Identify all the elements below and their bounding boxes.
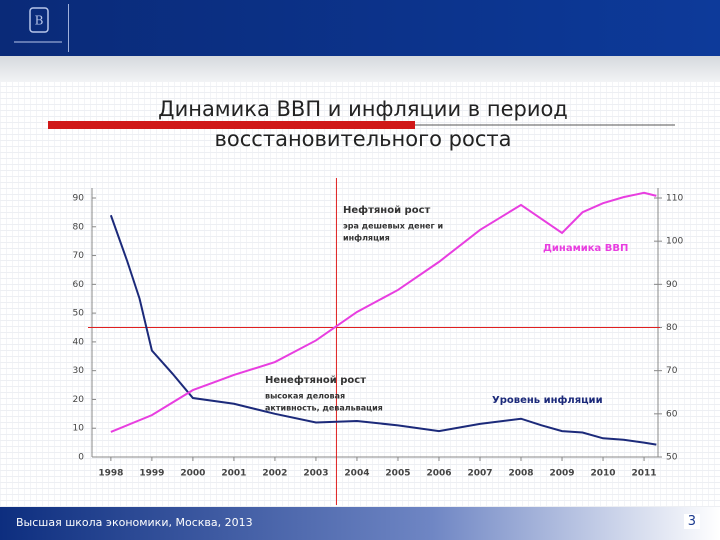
x-tick-label: 2004 [344, 469, 369, 479]
header-band [0, 56, 720, 82]
slide-title: Динамика ВВП и инфляции в период [158, 97, 568, 121]
slide-title: восстановительного роста [215, 127, 512, 151]
x-tick-label: 2007 [467, 469, 492, 479]
annotation: Ненефтяной рост [265, 374, 366, 386]
svg-text:В: В [35, 14, 44, 28]
y-tick-label: 60 [73, 280, 85, 290]
x-tick-label: 2000 [180, 469, 205, 479]
x-tick-label: 2001 [221, 469, 246, 479]
series-label: Динамика ВВП [543, 243, 628, 254]
y-tick-label: 30 [73, 366, 85, 376]
y2-tick-label: 100 [666, 237, 683, 247]
y-tick-label: 20 [73, 395, 85, 405]
y2-tick-label: 60 [666, 409, 678, 419]
y-tick-label: 0 [78, 453, 84, 463]
annotation: Нефтяной рост [343, 204, 431, 216]
y-tick-label: 80 [73, 222, 85, 232]
annotation: эра дешевых денег и [343, 222, 443, 231]
x-tick-label: 2006 [426, 469, 451, 479]
y2-tick-label: 50 [666, 453, 678, 463]
y-tick-label: 50 [73, 309, 85, 319]
x-tick-label: 2003 [303, 469, 328, 479]
background [0, 80, 720, 507]
x-tick-label: 1999 [139, 469, 164, 479]
x-tick-label: 2002 [262, 469, 287, 479]
chart: Динамика ВВП и инфляции в период восстан… [48, 97, 683, 505]
annotation: высокая деловая [265, 392, 345, 401]
page-number: 3 [683, 514, 700, 529]
title-accent [48, 121, 415, 129]
x-tick-label: 1998 [98, 469, 123, 479]
y2-tick-label: 90 [666, 280, 678, 290]
x-tick-label: 2008 [508, 469, 533, 479]
y-tick-label: 90 [73, 194, 85, 204]
header: В [0, 0, 720, 56]
footer: Высшая школа экономики, Москва, 2013 3 [0, 507, 720, 540]
y-tick-label: 70 [73, 251, 85, 261]
x-tick-label: 2005 [385, 469, 410, 479]
annotation: активность, девальвация [265, 404, 383, 413]
y-tick-label: 40 [73, 337, 85, 347]
y2-tick-label: 70 [666, 366, 678, 376]
annotation: инфляция [343, 234, 390, 243]
series-line [110, 191, 657, 433]
y2-tick-label: 110 [666, 194, 683, 204]
logo: В [14, 4, 69, 52]
x-tick-label: 2009 [549, 469, 574, 479]
y2-tick-label: 80 [666, 323, 678, 333]
y-tick-label: 10 [73, 424, 85, 434]
footer-text: Высшая школа экономики, Москва, 2013 [16, 516, 253, 529]
x-tick-label: 2011 [632, 469, 657, 479]
series-label: Уровень инфляции [492, 394, 603, 406]
series-line [109, 214, 657, 446]
x-tick-label: 2010 [591, 469, 616, 479]
